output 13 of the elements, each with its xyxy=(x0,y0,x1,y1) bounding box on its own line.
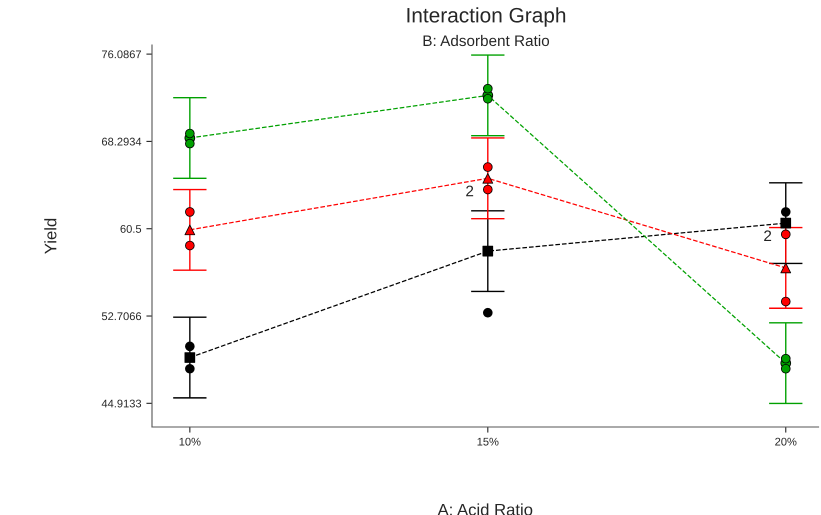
annotation: 2 xyxy=(466,186,474,196)
x-tick-label: 10% xyxy=(180,438,201,446)
x-tick-label: 15% xyxy=(478,438,499,446)
y-axis-title: Yield xyxy=(44,218,56,254)
y-tick-label: 52.7066 xyxy=(102,312,142,320)
annotation: 2 xyxy=(764,230,772,242)
chart-title: Interaction Graph xyxy=(407,7,566,27)
y-tick-label: 76.0867 xyxy=(102,50,142,58)
y-tick-label: 44.9133 xyxy=(102,400,142,408)
y-tick-label: 68.2934 xyxy=(102,138,142,146)
y-tick-label: 60.5 xyxy=(120,224,142,233)
x-tick-label: 20% xyxy=(775,438,796,446)
chart-subtitle: B: Adsorbent Ratio xyxy=(424,34,550,46)
